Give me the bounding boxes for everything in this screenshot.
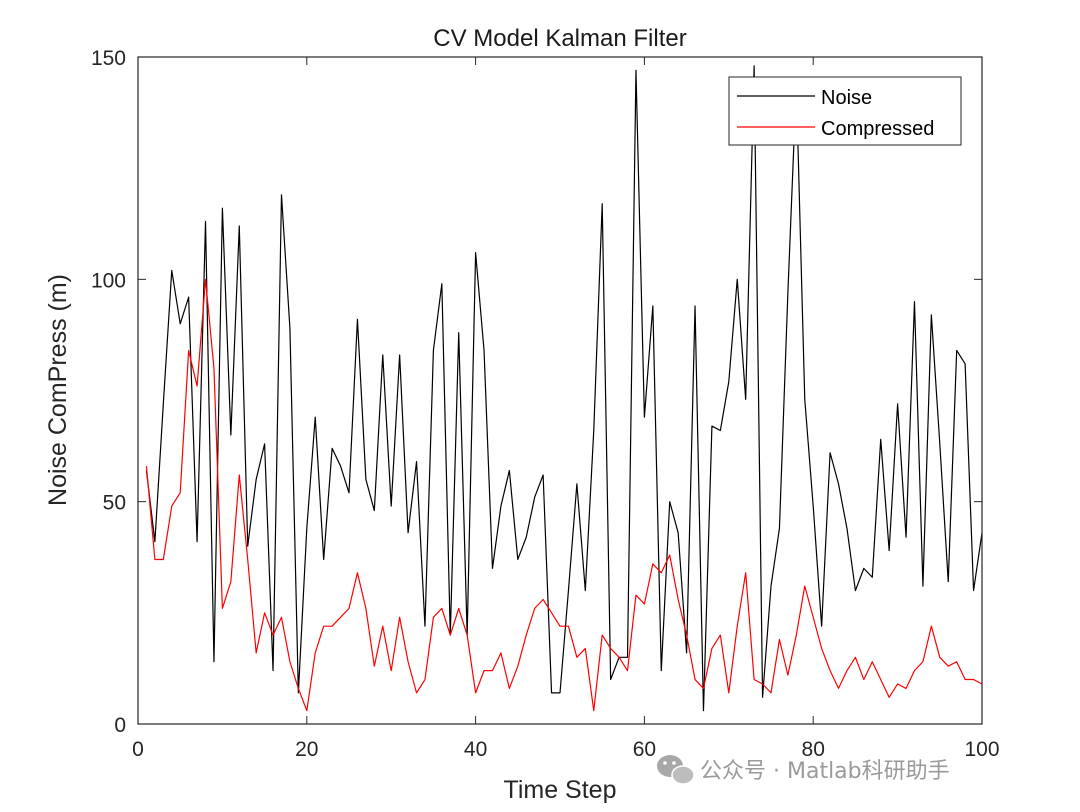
x-tick-label: 40 bbox=[464, 738, 487, 761]
legend-label-noise: Noise bbox=[821, 87, 872, 109]
y-tick-label: 0 bbox=[114, 714, 126, 737]
legend: Noise Compressed bbox=[728, 76, 962, 146]
series-line-noise bbox=[145, 65, 983, 712]
series-line-compressed bbox=[145, 278, 983, 712]
legend-box bbox=[728, 76, 962, 146]
x-tick-label: 0 bbox=[132, 738, 144, 761]
y-tick-label: 150 bbox=[91, 47, 126, 70]
x-tick-label: 20 bbox=[295, 738, 318, 761]
legend-label-compressed: Compressed bbox=[821, 118, 934, 140]
plot-frame bbox=[137, 56, 983, 725]
x-tick-label: 100 bbox=[964, 738, 999, 761]
watermark: 公众号 · Matlab科研助手 bbox=[657, 755, 950, 785]
wechat-icon bbox=[657, 755, 695, 785]
x-axis-title: Time Step bbox=[503, 776, 616, 804]
watermark-text: 公众号 · Matlab科研助手 bbox=[700, 759, 950, 784]
series-layer bbox=[145, 65, 983, 712]
y-axis-title: Noise ComPress (m) bbox=[44, 274, 72, 506]
x-tick-label: 80 bbox=[802, 738, 825, 761]
ticks-layer: 0 20 40 60 80 100 0 50 100 150 bbox=[91, 47, 1000, 761]
x-tick-label: 60 bbox=[633, 738, 656, 761]
y-tick-label: 100 bbox=[91, 269, 126, 292]
plot-background bbox=[138, 57, 982, 724]
chart-title: CV Model Kalman Filter bbox=[433, 25, 686, 52]
y-tick-label: 50 bbox=[103, 492, 126, 515]
